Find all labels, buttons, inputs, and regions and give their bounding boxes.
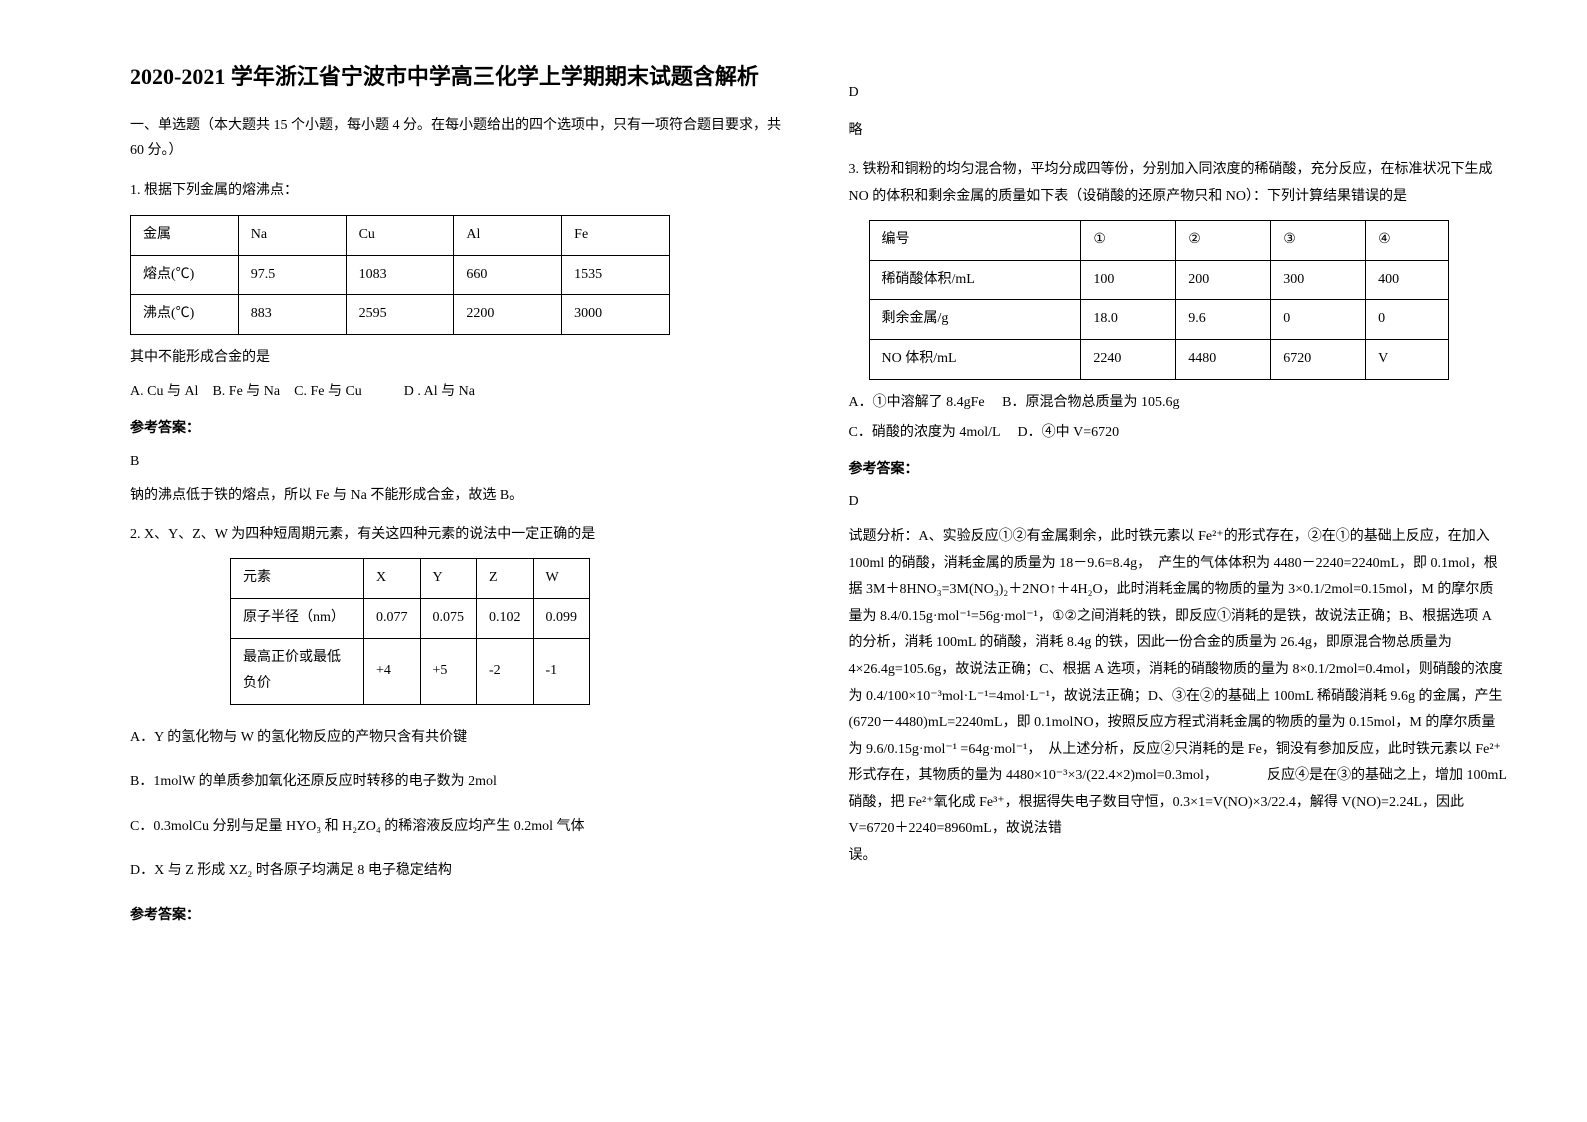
q2-table: 元素 X Y Z W 原子半径（nm） 0.077 0.075 0.102 0.… — [230, 558, 590, 704]
question-1: 1. 根据下列金属的熔沸点： 金属 Na Cu Al Fe 熔点(℃) 97.5… — [130, 178, 789, 509]
table-cell: 9.6 — [1176, 300, 1271, 340]
question-2: 2. X、Y、Z、W 为四种短周期元素，有关这四种元素的说法中一定正确的是 元素… — [130, 522, 789, 930]
table-cell: 剩余金属/g — [869, 300, 1081, 340]
q1-answer: B — [130, 449, 789, 476]
table-cell: Fe — [562, 215, 670, 255]
table-cell: 元素 — [231, 559, 364, 599]
table-row: NO 体积/mL 2240 4480 6720 V — [869, 339, 1448, 379]
q3-explanation: 试题分析：A、实验反应①②有金属剩余，此时铁元素以 Fe²⁺的形式存在，②在①的… — [849, 524, 1508, 843]
table-cell: 4480 — [1176, 339, 1271, 379]
table-cell: 1083 — [346, 255, 454, 295]
table-row: 剩余金属/g 18.0 9.6 0 0 — [869, 300, 1448, 340]
table-cell: 沸点(℃) — [131, 295, 239, 335]
table-cell: NO 体积/mL — [869, 339, 1081, 379]
q3-table: 编号 ① ② ③ ④ 稀硝酸体积/mL 100 200 300 400 剩余金属… — [869, 220, 1449, 379]
table-row: 稀硝酸体积/mL 100 200 300 400 — [869, 260, 1448, 300]
table-cell: 2240 — [1081, 339, 1176, 379]
table-cell: 2200 — [454, 295, 562, 335]
q1-explanation: 钠的沸点低于铁的熔点，所以 Fe 与 Na 不能形成合金，故选 B。 — [130, 483, 789, 510]
table-cell: 0.075 — [420, 598, 477, 638]
table-cell: -1 — [533, 638, 590, 704]
answer-label: 参考答案： — [849, 457, 1508, 484]
table-cell: 0.099 — [533, 598, 590, 638]
table-cell: W — [533, 559, 590, 599]
table-cell: Cu — [346, 215, 454, 255]
question-3: 3. 铁粉和铜粉的均匀混合物，平均分成四等份，分别加入同浓度的稀硝酸，充分反应，… — [849, 157, 1508, 870]
table-row: 金属 Na Cu Al Fe — [131, 215, 670, 255]
q3-text: 3. 铁粉和铜粉的均匀混合物，平均分成四等份，分别加入同浓度的稀硝酸，充分反应，… — [849, 157, 1508, 210]
section-intro: 一、单选题（本大题共 15 个小题，每小题 4 分。在每小题给出的四个选项中，只… — [130, 113, 789, 163]
table-row: 编号 ① ② ③ ④ — [869, 221, 1448, 261]
page-title: 2020-2021 学年浙江省宁波市中学高三化学上学期期末试题含解析 — [130, 60, 789, 93]
q1-options: A. Cu 与 Al B. Fe 与 Na C. Fe 与 Cu D . Al … — [130, 379, 789, 406]
answer-label: 参考答案： — [130, 903, 789, 930]
q3-optC: C．硝酸的浓度为 4mol/L — [849, 425, 1001, 440]
q3-optAB: A．①中溶解了 8.4gFe B．原混合物总质量为 105.6g — [849, 390, 1508, 417]
table-cell: 原子半径（nm） — [231, 598, 364, 638]
q3-optCD: C．硝酸的浓度为 4mol/L D．④中 V=6720 — [849, 420, 1508, 447]
table-cell: Z — [477, 559, 534, 599]
table-cell: 0.077 — [364, 598, 421, 638]
table-cell: 300 — [1271, 260, 1366, 300]
table-cell: 熔点(℃) — [131, 255, 239, 295]
table-cell: V — [1366, 339, 1448, 379]
q2-optD: D．X 与 Z 形成 XZ₂ 时各原子均满足 8 电子稳定结构 — [130, 858, 789, 885]
q1-after: 其中不能形成合金的是 — [130, 345, 789, 372]
answer-label: 参考答案： — [130, 416, 789, 443]
table-cell: 97.5 — [238, 255, 346, 295]
table-cell: Al — [454, 215, 562, 255]
table-cell: 0.102 — [477, 598, 534, 638]
table-cell: ④ — [1366, 221, 1448, 261]
q1-table: 金属 Na Cu Al Fe 熔点(℃) 97.5 1083 660 1535 … — [130, 215, 670, 335]
q3-optB: B．原混合物总质量为 105.6g — [1002, 395, 1179, 410]
table-cell: 金属 — [131, 215, 239, 255]
q2-optC: C．0.3molCu 分别与足量 HYO₃ 和 H₂ZO₄ 的稀溶液反应均产生 … — [130, 814, 789, 841]
table-cell: 883 — [238, 295, 346, 335]
table-row: 原子半径（nm） 0.077 0.075 0.102 0.099 — [231, 598, 590, 638]
q2-answer: D — [849, 85, 1508, 101]
table-row: 最高正价或最低负价 +4 +5 -2 -1 — [231, 638, 590, 704]
table-row: 沸点(℃) 883 2595 2200 3000 — [131, 295, 670, 335]
table-cell: ① — [1081, 221, 1176, 261]
q2-optA: A．Y 的氢化物与 W 的氢化物反应的产物只含有共价键 — [130, 725, 789, 752]
table-cell: 18.0 — [1081, 300, 1176, 340]
table-cell: 最高正价或最低负价 — [231, 638, 364, 704]
table-row: 元素 X Y Z W — [231, 559, 590, 599]
q1-text: 1. 根据下列金属的熔沸点： — [130, 178, 789, 205]
table-row: 熔点(℃) 97.5 1083 660 1535 — [131, 255, 670, 295]
table-cell: 0 — [1271, 300, 1366, 340]
q2-text: 2. X、Y、Z、W 为四种短周期元素，有关这四种元素的说法中一定正确的是 — [130, 522, 789, 549]
table-cell: 200 — [1176, 260, 1271, 300]
q3-optA: A．①中溶解了 8.4gFe — [849, 395, 985, 410]
table-cell: Y — [420, 559, 477, 599]
table-cell: -2 — [477, 638, 534, 704]
table-cell: +4 — [364, 638, 421, 704]
table-cell: 0 — [1366, 300, 1448, 340]
table-cell: 100 — [1081, 260, 1176, 300]
q3-optD: D．④中 V=6720 — [1018, 425, 1120, 440]
table-cell: 1535 — [562, 255, 670, 295]
table-cell: 编号 — [869, 221, 1081, 261]
table-cell: Na — [238, 215, 346, 255]
table-cell: ③ — [1271, 221, 1366, 261]
q3-explanation-end: 误。 — [849, 843, 1508, 870]
table-cell: +5 — [420, 638, 477, 704]
table-cell: 稀硝酸体积/mL — [869, 260, 1081, 300]
q3-answer: D — [849, 489, 1508, 516]
table-cell: X — [364, 559, 421, 599]
table-cell: 3000 — [562, 295, 670, 335]
table-cell: 2595 — [346, 295, 454, 335]
table-cell: 6720 — [1271, 339, 1366, 379]
q2-optB: B．1molW 的单质参加氧化还原反应时转移的电子数为 2mol — [130, 769, 789, 796]
q2-note: 略 — [849, 119, 1508, 139]
table-cell: ② — [1176, 221, 1271, 261]
table-cell: 660 — [454, 255, 562, 295]
table-cell: 400 — [1366, 260, 1448, 300]
